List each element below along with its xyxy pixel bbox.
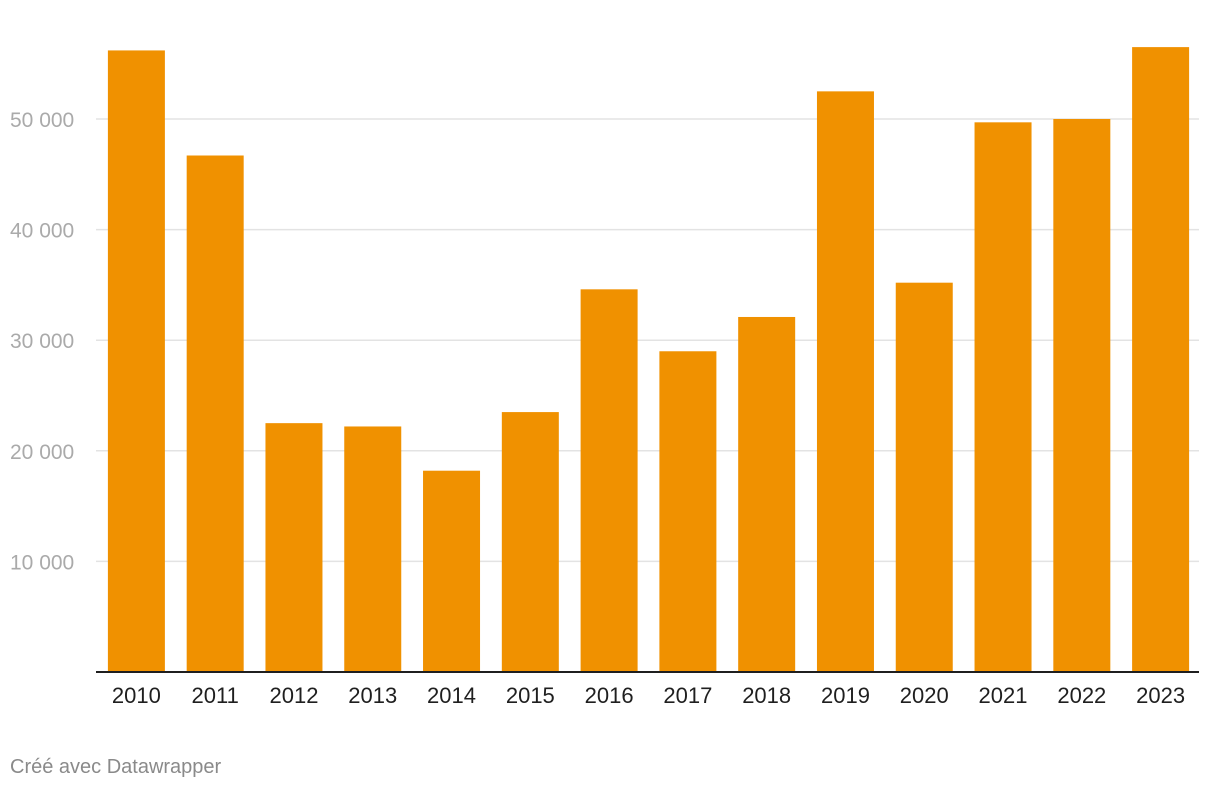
y-tick-label: 40 000 [10, 220, 74, 243]
x-tick-label: 2023 [1136, 683, 1185, 708]
bar-2012 [265, 423, 323, 672]
bar-2017 [659, 351, 717, 672]
gridlines [96, 118, 1199, 563]
bar-2018 [738, 316, 796, 672]
y-tick-label: 50 000 [10, 109, 74, 132]
x-tick-label: 2019 [821, 683, 870, 708]
bar-2013 [344, 426, 402, 672]
x-tick-label: 2013 [348, 683, 397, 708]
x-tick-label: 2020 [900, 683, 949, 708]
bar-2010 [107, 50, 165, 673]
bar-2023 [1132, 47, 1190, 673]
credit-text: Créé avec Datawrapper [10, 756, 222, 778]
bar-2014 [423, 470, 481, 672]
bars [107, 47, 1190, 673]
bar-2019 [816, 91, 874, 673]
x-tick-label: 2017 [663, 683, 712, 708]
x-tick-label: 2012 [269, 683, 318, 708]
x-tick-label: 2015 [506, 683, 555, 708]
x-tick-label: 2022 [1057, 683, 1106, 708]
bar-2021 [974, 122, 1032, 673]
bar-2015 [501, 412, 559, 672]
x-tick-label: 2011 [192, 683, 239, 708]
bar-2022 [1053, 119, 1111, 672]
x-tick-label: 2021 [979, 683, 1028, 708]
x-tick-label: 2018 [742, 683, 791, 708]
bar-2016 [580, 289, 638, 672]
x-tick-label: 2014 [427, 683, 476, 708]
x-tick-label: 2010 [112, 683, 161, 708]
y-tick-label: 20 000 [10, 441, 74, 464]
y-tick-label: 10 000 [10, 551, 74, 574]
y-tick-label: 30 000 [10, 330, 74, 353]
bar-2020 [895, 282, 953, 672]
y-axis-tick-labels: 10 000 20 000 30 000 40 000 50 000 [10, 109, 74, 574]
x-tick-label: 2016 [585, 683, 634, 708]
bar-2011 [186, 155, 244, 673]
x-axis-tick-labels: 2010 2011 2012 2013 2014 2015 2016 2017 2018 2019… [112, 683, 1185, 708]
